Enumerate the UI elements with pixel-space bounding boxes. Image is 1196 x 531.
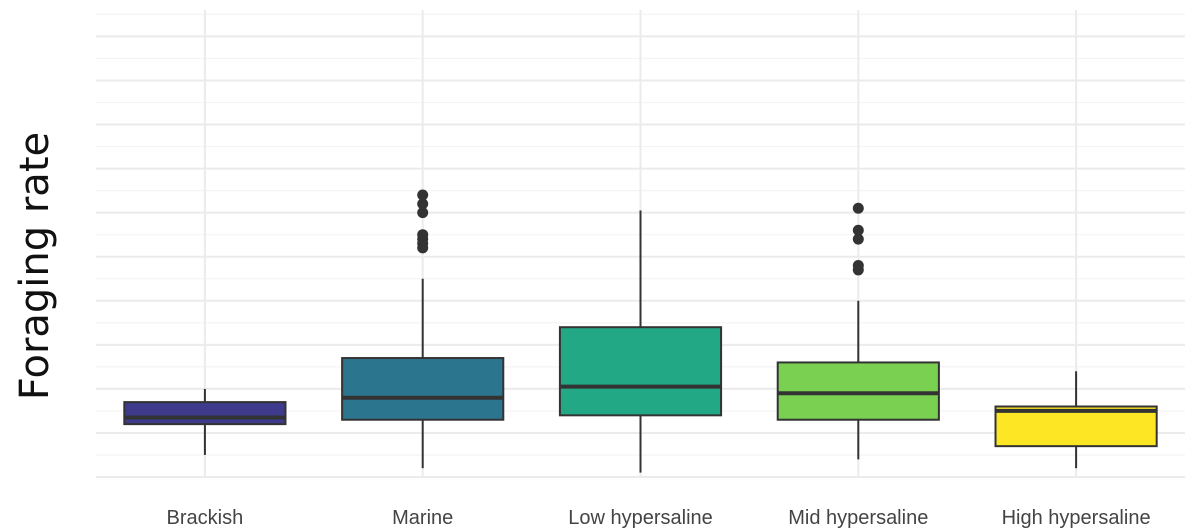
outlier-point: [417, 207, 429, 219]
iqr-box: [776, 361, 940, 421]
x-tick-label: Brackish: [167, 507, 244, 529]
x-tick-label: High hypersaline: [1002, 507, 1151, 529]
outlier-point: [417, 189, 429, 201]
box-low-hypersaline: [558, 210, 723, 473]
outlier-point: [852, 202, 864, 214]
iqr-box: [558, 326, 723, 417]
iqr-box: [123, 401, 287, 426]
outlier-point: [417, 198, 429, 210]
x-tick-label: Marine: [392, 507, 453, 529]
iqr-box: [341, 357, 505, 421]
outlier-point: [852, 233, 864, 245]
box-mid-hypersaline: [776, 202, 940, 460]
box-series: [123, 189, 1158, 473]
outlier-point: [852, 224, 864, 236]
iqr-box: [994, 405, 1158, 448]
x-tick-label: Mid hypersaline: [788, 507, 928, 529]
x-tick-label: Low hypersaline: [568, 507, 713, 529]
outlier-point: [417, 229, 429, 241]
box-brackish: [123, 388, 287, 455]
outlier-point: [852, 260, 864, 272]
y-axis-label: Foraging rate: [12, 132, 58, 400]
x-axis-tick-labels: Brackish Marine Low hypersaline Mid hypersa…: [167, 507, 1151, 529]
box-marine: [341, 189, 505, 469]
box-high-hypersaline: [994, 371, 1158, 469]
